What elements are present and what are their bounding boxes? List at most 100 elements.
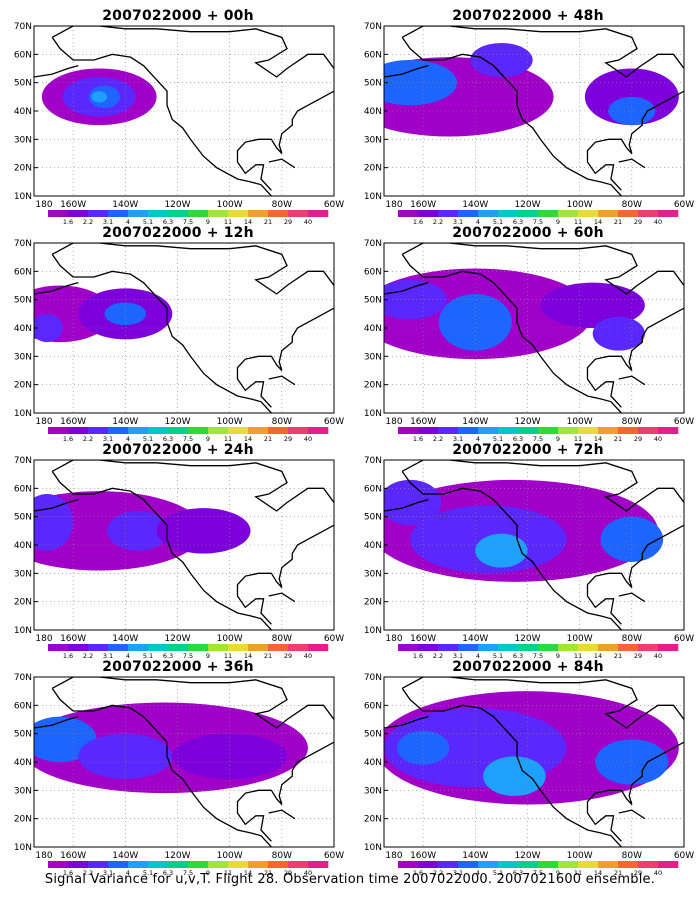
colorbar-label: 2.2: [83, 869, 93, 877]
lon-tick-label: 100W: [567, 851, 593, 861]
coastline: [51, 26, 334, 78]
colorbar-swatch: [188, 210, 209, 217]
variance-map: 10N 20N 30N 40N 50N 60N 70N 180 160W 140W 120W 100W…: [14, 239, 344, 443]
lon-tick-label: 140W: [462, 417, 488, 427]
lon-tick-label: 140W: [462, 634, 488, 644]
colorbar-label: 14: [244, 869, 252, 877]
lat-tick-label: 10N: [364, 843, 382, 853]
lon-tick-label: 160W: [60, 417, 86, 427]
colorbar-swatch: [248, 861, 269, 868]
colorbar-swatch: [558, 861, 579, 868]
colorbar-swatch: [108, 427, 129, 434]
colorbar-swatch: [268, 644, 289, 651]
coastline: [384, 716, 429, 729]
variance-contour: [34, 313, 63, 343]
colorbar-label: 5.1: [493, 869, 503, 877]
forecast-panel-24h: 2007022000 + 24h 10N 20N 30N 40N 50N 60N 70N 180…: [14, 442, 344, 660]
colorbar-label: 11: [574, 218, 582, 226]
colorbar-label: 7.5: [183, 652, 193, 660]
colorbar-swatch: [248, 210, 269, 217]
colorbar-swatch: [88, 210, 109, 217]
lon-tick-label: 120W: [514, 634, 540, 644]
colorbar-label: 7.5: [183, 218, 193, 226]
lat-tick-label: 20N: [14, 598, 32, 608]
panel-title: 2007022000 + 72h: [452, 442, 604, 458]
colorbar-label: 6.3: [513, 218, 523, 226]
coastline: [34, 65, 79, 78]
colorbar-label: 21: [614, 435, 622, 443]
colorbar-label: 5.1: [493, 435, 503, 443]
variance-contour: [600, 516, 664, 562]
colorbar-label: 29: [634, 218, 642, 226]
colorbar-label: 14: [594, 218, 602, 226]
colorbar-swatch: [458, 861, 479, 868]
coastline: [401, 460, 684, 512]
colorbar-label: 3.1: [103, 652, 113, 660]
lon-tick-label: 80W: [272, 634, 292, 644]
lat-tick-label: 40N: [364, 758, 382, 768]
forecast-panel-72h: 2007022000 + 72h 10N 20N 30N 40N 50N 60N 70N 180…: [364, 442, 694, 660]
colorbar-label: 9: [206, 218, 210, 226]
colorbar-swatch: [478, 210, 499, 217]
colorbar-swatch: [518, 210, 539, 217]
colorbar-swatch: [618, 427, 639, 434]
colorbar-swatch: [288, 861, 309, 868]
colorbar-swatch: [268, 427, 289, 434]
coastline: [384, 282, 429, 295]
lat-tick-label: 30N: [14, 569, 32, 579]
colorbar-label: 1.6: [63, 652, 73, 660]
colorbar-label: 14: [594, 652, 602, 660]
colorbar-swatch: [458, 644, 479, 651]
colorbar-swatch: [228, 644, 249, 651]
colorbar-swatch: [438, 427, 459, 434]
colorbar-label: 11: [224, 435, 232, 443]
colorbar-swatch: [208, 210, 229, 217]
coastline: [51, 677, 334, 729]
colorbar-swatch: [598, 210, 619, 217]
lat-tick-label: 70N: [14, 22, 32, 32]
colorbar-label: 2.2: [433, 652, 443, 660]
coastline: [51, 253, 272, 413]
variance-contour: [540, 282, 645, 328]
variance-contour: [592, 316, 645, 351]
colorbar-label: 9: [556, 435, 560, 443]
coastline: [401, 253, 622, 413]
lon-tick-label: 180: [35, 634, 52, 644]
colorbar-label: 3.1: [103, 435, 113, 443]
colorbar-swatch: [578, 861, 599, 868]
coastline: [51, 687, 272, 847]
lat-tick-label: 70N: [364, 22, 382, 32]
colorbar-label: 29: [284, 435, 292, 443]
coastline: [51, 243, 334, 295]
colorbar-swatch: [308, 644, 329, 651]
coastline: [268, 375, 296, 386]
lon-tick-label: 80W: [272, 200, 292, 210]
colorbar-label: 11: [224, 869, 232, 877]
colorbar-swatch: [248, 644, 269, 651]
colorbar-label: 40: [654, 435, 662, 443]
variance-contour: [156, 508, 251, 554]
lon-tick-label: 100W: [567, 417, 593, 427]
lat-tick-label: 70N: [364, 456, 382, 466]
lat-tick-label: 30N: [364, 569, 382, 579]
colorbar-swatch: [128, 427, 149, 434]
colorbar-label: 40: [304, 218, 312, 226]
lat-tick-label: 40N: [364, 107, 382, 117]
variance-contour: [384, 479, 442, 526]
colorbar-swatch: [228, 427, 249, 434]
colorbar-swatch: [48, 210, 69, 217]
colorbar-swatch: [268, 861, 289, 868]
coastline: [51, 36, 272, 196]
colorbar-label: 5.1: [143, 218, 153, 226]
colorbar-swatch: [598, 861, 619, 868]
colorbar-swatch: [398, 861, 419, 868]
colorbar-label: 3.1: [103, 218, 113, 226]
lon-tick-label: 160W: [410, 634, 436, 644]
colorbar-swatch: [68, 861, 89, 868]
colorbar-swatch: [168, 861, 189, 868]
colorbar-label: 11: [574, 435, 582, 443]
colorbar-swatch: [228, 210, 249, 217]
colorbar-label: 4: [126, 652, 130, 660]
colorbar-label: 1.6: [413, 435, 423, 443]
colorbar-swatch: [398, 210, 419, 217]
